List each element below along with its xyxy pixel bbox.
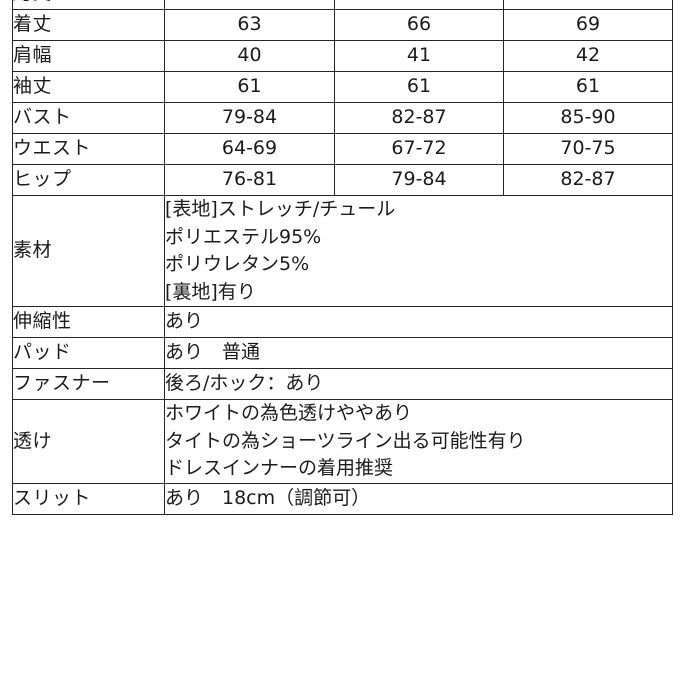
- row-value-m: 41: [334, 40, 504, 72]
- row-detail-text: あり: [164, 306, 673, 339]
- table-row: スリット あり 18cm（調節可）: [12, 482, 673, 515]
- table-row: 袖丈 61 61 61: [12, 71, 673, 103]
- row-value-l: 82-87: [503, 164, 673, 196]
- table-row: 肩幅 40 41 42: [12, 40, 673, 72]
- row-detail-text: 後ろ/ホック：あり: [164, 368, 673, 401]
- row-label: 着丈: [12, 9, 165, 41]
- table-row: ヒップ 76-81 79-84 82-87: [12, 164, 673, 196]
- spec-table: 総丈 76 79 82 着丈 63 66 69 肩幅 40 41 42 袖丈 6…: [12, 0, 673, 515]
- row-value-s: 76-81: [164, 164, 335, 196]
- row-label: ウエスト: [12, 133, 165, 165]
- row-detail-text: ホワイトの為色透けややあり タイトの為ショーツライン出る可能性有り ドレスインナ…: [164, 399, 673, 484]
- row-value-s: 64-69: [164, 133, 335, 165]
- table-row: 着丈 63 66 69: [12, 9, 673, 41]
- row-value-s: 40: [164, 40, 335, 72]
- row-label: ファスナー: [12, 368, 165, 401]
- row-value-s: 76: [164, 0, 335, 10]
- row-detail-text: あり 普通: [164, 337, 673, 370]
- table-row: パッド あり 普通: [12, 337, 673, 370]
- row-value-m: 82-87: [334, 102, 504, 134]
- row-value-s: 79-84: [164, 102, 335, 134]
- row-value-l: 70-75: [503, 133, 673, 165]
- row-value-s: 61: [164, 71, 335, 103]
- row-value-l: 69: [503, 9, 673, 41]
- row-value-m: 66: [334, 9, 504, 41]
- table-row: 伸縮性 あり: [12, 306, 673, 339]
- row-value-m: 79-84: [334, 164, 504, 196]
- row-value-m: 61: [334, 71, 504, 103]
- row-label: 総丈: [12, 0, 165, 10]
- table-row: 透け ホワイトの為色透けややあり タイトの為ショーツライン出る可能性有り ドレス…: [12, 399, 673, 484]
- row-label: 袖丈: [12, 71, 165, 103]
- row-label: 透け: [12, 399, 165, 484]
- row-detail-text: あり 18cm（調節可）: [164, 482, 673, 515]
- row-value-s: 63: [164, 9, 335, 41]
- row-label: ヒップ: [12, 164, 165, 196]
- row-value-l: 42: [503, 40, 673, 72]
- row-label: パッド: [12, 337, 165, 370]
- row-value-m: 67-72: [334, 133, 504, 165]
- row-value-l: 61: [503, 71, 673, 103]
- spec-table-body: 総丈 76 79 82 着丈 63 66 69 肩幅 40 41 42 袖丈 6…: [12, 0, 673, 515]
- row-value-l: 85-90: [503, 102, 673, 134]
- row-label: 肩幅: [12, 40, 165, 72]
- row-label: バスト: [12, 102, 165, 134]
- table-row: バスト 79-84 82-87 85-90: [12, 102, 673, 134]
- row-label: スリット: [12, 482, 165, 515]
- table-row: 素材 [表地]ストレッチ/チュール ポリエステル95% ポリウレタン5% [裏地…: [12, 194, 673, 308]
- table-row: ウエスト 64-69 67-72 70-75: [12, 133, 673, 165]
- table-row: 総丈 76 79 82: [12, 0, 673, 10]
- row-value-l: 82: [503, 0, 673, 10]
- row-detail-text: [表地]ストレッチ/チュール ポリエステル95% ポリウレタン5% [裏地]有り: [164, 194, 673, 308]
- row-value-m: 79: [334, 0, 504, 10]
- row-label: 伸縮性: [12, 306, 165, 339]
- table-row: ファスナー 後ろ/ホック：あり: [12, 368, 673, 401]
- row-label: 素材: [12, 194, 165, 308]
